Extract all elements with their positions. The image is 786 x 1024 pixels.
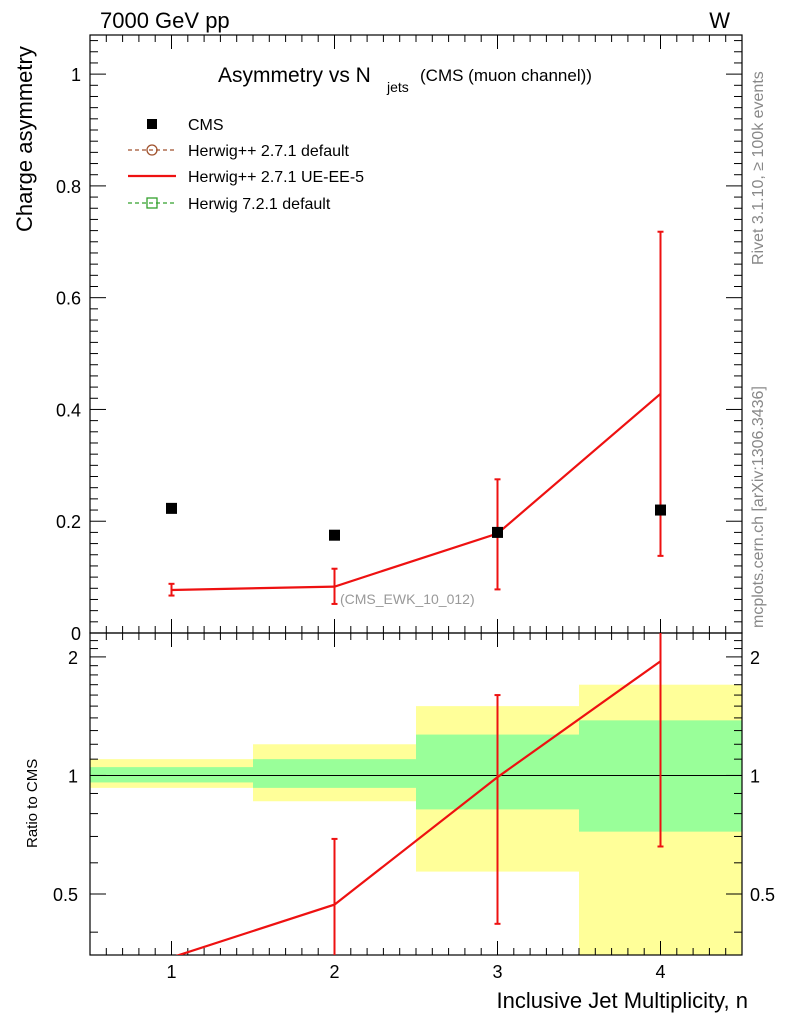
legend-entry-herwigpp-ue-ee-5: Herwig++ 2.7.1 UE-EE-5 [128, 169, 364, 186]
legend-label: Herwig++ 2.7.1 default [188, 143, 350, 160]
herwig-ue-ee5-line [171, 392, 662, 592]
y-tick-label: 0.4 [56, 400, 81, 420]
y-tick-label: 0.8 [56, 177, 81, 197]
cms-data-point [655, 504, 666, 516]
x-tick-label: 1 [166, 962, 176, 982]
legend-entry-herwigpp-default: Herwig++ 2.7.1 default [128, 143, 350, 160]
ratio-y-tick-label: 0.5 [53, 885, 78, 905]
y-tick-label: 0.6 [56, 289, 81, 309]
y-axis-label-ratio: Ratio to CMS [24, 759, 41, 848]
cms-data-point [492, 526, 503, 538]
title-suffix: (CMS (muon channel)) [420, 66, 592, 85]
cms-data-point [329, 529, 340, 541]
ratio-y-tick-label-right: 2 [750, 648, 760, 668]
legend-square-marker [147, 119, 157, 129]
data-marks [166, 230, 666, 955]
y-tick-label: 0.2 [56, 512, 81, 532]
x-axis-label: Inclusive Jet Multiplicity, n [497, 988, 748, 1013]
axis-ticks [89, 35, 743, 955]
y-axis-label-main: Charge asymmetry [12, 46, 37, 232]
x-tick-label: 2 [329, 962, 339, 982]
title-subscript: jets [386, 79, 409, 95]
main-panel-marks [166, 230, 666, 605]
inner-uncertainty-band [253, 759, 416, 788]
analysis-watermark: (CMS_EWK_10_012) [340, 591, 475, 607]
ratio-y-tick-label: 2 [68, 648, 78, 668]
legend-entry-cms: CMS [147, 117, 224, 134]
mcplots-label: mcplots.cern.ch [arXiv:1306.3436] [750, 386, 767, 628]
legend-square-open-marker [146, 197, 158, 209]
ratio-y-tick-label-right: 0.5 [750, 885, 775, 905]
x-tick-label: 3 [492, 962, 502, 982]
legend-label: Herwig++ 2.7.1 UE-EE-5 [188, 169, 364, 186]
legend-label: CMS [188, 117, 224, 134]
y-tick-label: 1 [71, 65, 81, 85]
inner-uncertainty-band [90, 767, 253, 783]
rivet-label: Rivet 3.1.10, ≥ 100k events [750, 71, 767, 265]
plot-title: Asymmetry vs N jets (CMS (muon channel)) [218, 64, 592, 95]
header-energy: 7000 GeV pp [100, 8, 230, 33]
ratio-panel-marks [175, 633, 664, 955]
legend-circle-marker [146, 144, 158, 156]
ratio-uncertainty-bands [90, 684, 742, 955]
ratio-herwig-ue-ee5-line [175, 660, 662, 955]
cms-data-point [166, 502, 177, 514]
axis-tick-labels: 1 2 3 4 0 0.2 0.4 0.6 0.8 1 0.5 0.5 1 1 2 2 [53, 65, 775, 982]
legend: CMS Herwig++ 2.7.1 default Herwig++ 2.7.… [128, 117, 364, 213]
ratio-y-tick-label-right: 1 [750, 766, 760, 786]
y-tick-label: 0 [71, 624, 81, 644]
ratio-y-tick-label: 1 [68, 766, 78, 786]
legend-label: Herwig 7.2.1 default [188, 196, 331, 213]
title-main: Asymmetry vs N [218, 64, 371, 87]
legend-entry-herwig7-default: Herwig 7.2.1 default [128, 196, 331, 213]
x-tick-label: 4 [655, 962, 665, 982]
header-process: W [709, 8, 730, 33]
